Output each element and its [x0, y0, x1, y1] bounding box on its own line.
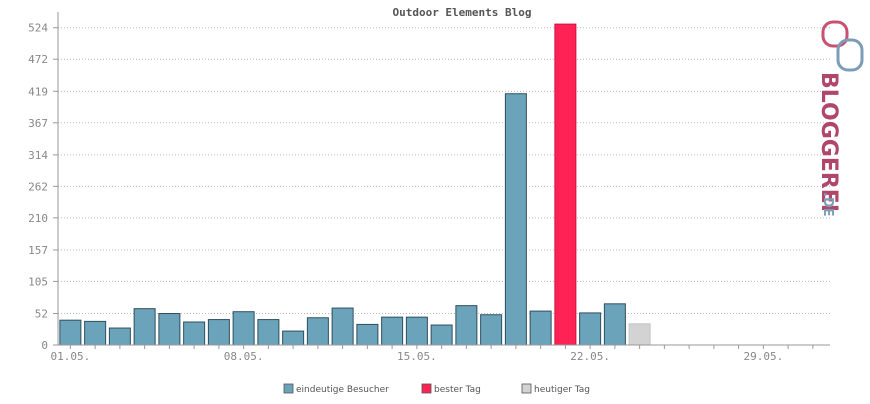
legend: eindeutige Besucher bester Tag heutiger Ta…	[283, 383, 590, 395]
bar	[59, 319, 82, 346]
y-tick-label: 210	[28, 212, 48, 225]
x-tick-label: 01.05.	[51, 350, 91, 363]
bar	[282, 330, 305, 346]
y-tick-label: 52	[35, 308, 48, 321]
y-tick-label: 524	[28, 22, 48, 35]
bar	[84, 320, 107, 346]
y-tick-label: 262	[28, 180, 48, 193]
bar	[381, 316, 404, 346]
bar	[158, 313, 181, 346]
legend-label: bester Tag	[434, 385, 481, 395]
logo-text: BLOGGEREI	[816, 72, 841, 212]
bar	[356, 323, 379, 346]
grid	[58, 27, 830, 315]
legend-label: eindeutige Besucher	[296, 385, 389, 395]
bar	[504, 93, 527, 346]
bar	[183, 321, 206, 346]
x-tick-label: 08.05.	[224, 350, 264, 363]
y-tick-label: 367	[28, 117, 48, 130]
bar	[108, 327, 131, 346]
legend-swatch	[283, 383, 294, 394]
legend-swatch	[521, 383, 532, 394]
bar	[133, 308, 156, 346]
bar	[232, 311, 255, 346]
y-tick-label: 0	[41, 339, 48, 352]
x-tick-label: 15.05.	[397, 350, 437, 363]
legend-swatch	[421, 383, 432, 394]
bar	[480, 314, 503, 346]
bar	[579, 312, 602, 346]
legend-label: heutiger Tag	[534, 385, 590, 395]
bar-best-day	[554, 23, 577, 346]
bar	[529, 310, 552, 346]
y-tick-label: 419	[28, 85, 48, 98]
bar	[331, 307, 354, 346]
bars	[59, 23, 651, 346]
logo-suffix: .DE	[820, 192, 835, 217]
bar-today	[628, 323, 651, 346]
y-tick-label: 105	[28, 275, 48, 288]
bloggerei-logo[interactable]: BLOGGEREI .DE	[816, 20, 864, 217]
bar	[405, 316, 428, 346]
axes: 0 52 105 157 210 262 314 367 419 472 524 01.05. 08.0…	[28, 12, 830, 363]
chart-title: Outdoor Elements Blog	[392, 6, 531, 19]
logo-chat-icon	[821, 20, 864, 72]
bar	[207, 319, 230, 346]
bar	[455, 305, 478, 346]
y-tick-label: 314	[28, 149, 48, 162]
y-tick-label: 157	[28, 244, 48, 257]
x-tick-label: 29.05.	[744, 350, 784, 363]
bar	[257, 319, 280, 346]
bar	[603, 303, 626, 346]
bar	[430, 324, 453, 346]
bar	[306, 317, 329, 346]
y-tick-label: 472	[28, 53, 48, 66]
x-tick-label: 22.05.	[570, 350, 610, 363]
